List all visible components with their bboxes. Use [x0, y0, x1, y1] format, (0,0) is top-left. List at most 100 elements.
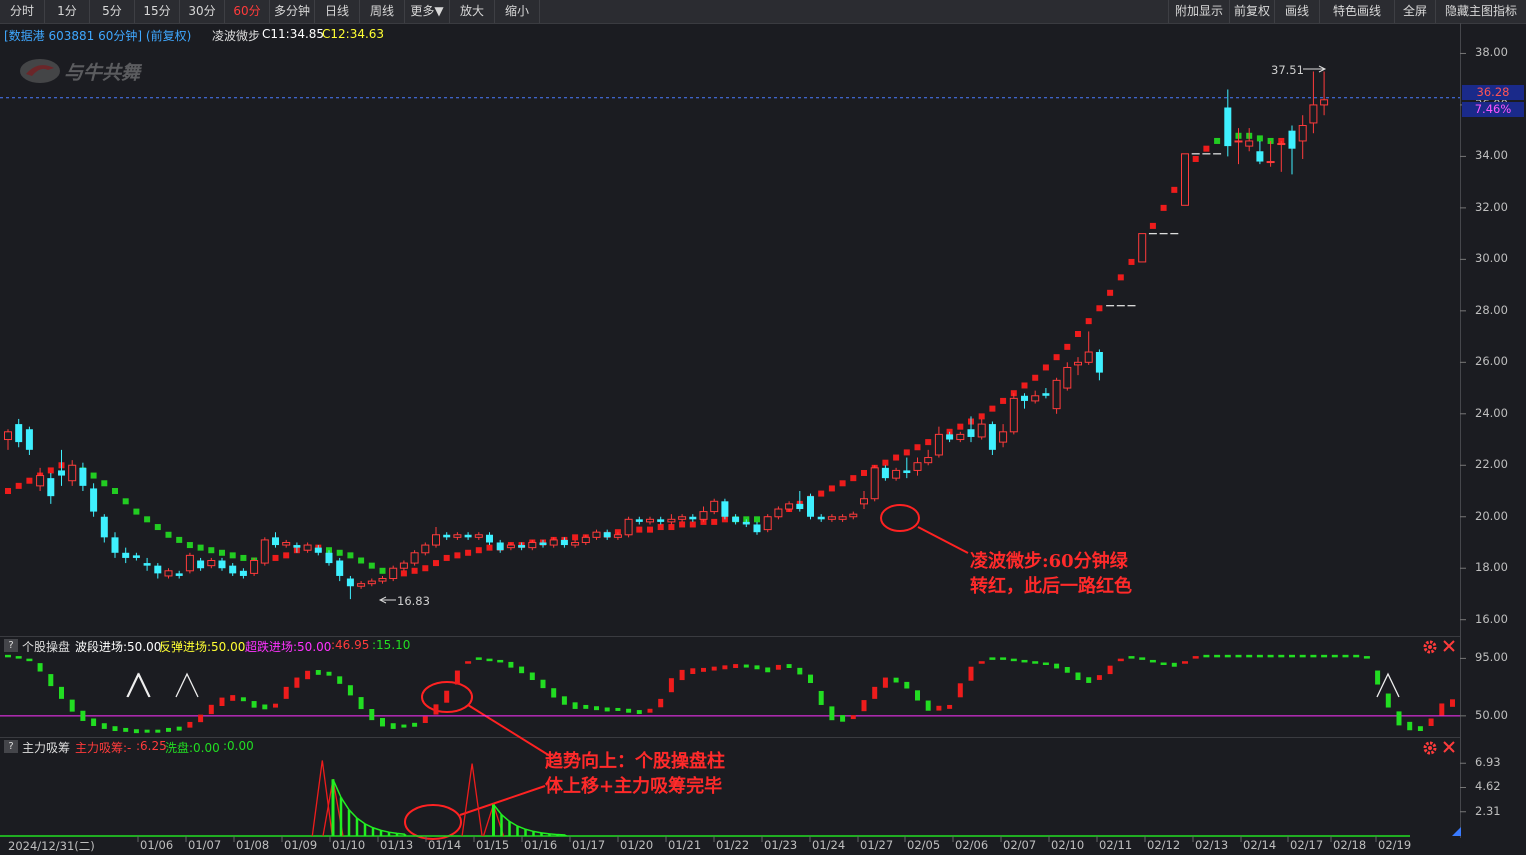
panel2-bar	[422, 716, 428, 723]
panel2-bar	[957, 683, 963, 698]
candle-body	[678, 516, 687, 520]
candle-body	[175, 573, 183, 576]
toolbar-btn-1[interactable]: 1分	[45, 0, 90, 23]
candle-body	[699, 511, 708, 520]
low-price-label: 16.83	[397, 594, 430, 608]
panel2-bar	[968, 666, 974, 681]
panel2-bar	[1214, 654, 1221, 658]
candle-body	[260, 539, 269, 564]
annotation-circle	[404, 804, 462, 840]
lbwb-dot	[1075, 331, 1081, 337]
x-tick-label: 02/10	[1051, 838, 1085, 852]
panel2-bar	[701, 667, 706, 672]
candle-body	[1277, 143, 1286, 146]
lbwb-dot	[1053, 354, 1060, 361]
triangle-signal-icon	[126, 672, 150, 698]
gear-icon[interactable]	[1422, 639, 1438, 655]
candle-body	[4, 431, 12, 441]
panel2-bar	[775, 664, 781, 670]
panel2-bar	[658, 698, 664, 708]
panel2-bar	[444, 690, 450, 703]
lbwb-dot	[400, 570, 407, 577]
candle-body	[667, 518, 676, 523]
panel2-bar	[37, 663, 43, 672]
candle-body	[250, 560, 259, 574]
panel2-bar	[519, 666, 525, 674]
x-tick-label: 01/15	[476, 838, 510, 852]
panel2-bar	[636, 710, 642, 714]
panel2-bar	[358, 697, 364, 710]
toolbar-btn-5[interactable]: 60分	[225, 0, 270, 23]
toolbar: 分时 1分 5分 15分 30分 60分 多分钟 日线 周线 更多▼ 放大 缩小 附加显示 前复权 画线特…	[0, 0, 1526, 24]
lbwb-dot	[1107, 289, 1114, 296]
candle-body	[892, 469, 901, 479]
lbwb-dot	[903, 449, 910, 456]
toolbar-btn-0[interactable]: 分时	[0, 0, 45, 23]
y-tick-label: 18.00	[1475, 560, 1508, 575]
toolbar-btn-9[interactable]: 更多▼	[405, 0, 450, 23]
candle-body	[539, 542, 547, 546]
y-tick-label: 38.00	[1475, 45, 1508, 60]
candle-body	[1138, 233, 1147, 263]
lbwb-dot	[443, 554, 450, 561]
panel2-name: 个股操盘	[22, 640, 71, 654]
panel2-bar	[1149, 659, 1156, 663]
y-tick-label: 24.00	[1475, 405, 1508, 420]
lbwb-dot	[176, 536, 183, 543]
toolbar-btn-4[interactable]: 30分	[180, 0, 225, 23]
toolbar-btn-7[interactable]: 日线	[315, 0, 360, 23]
candle-body	[1074, 361, 1082, 366]
panel2-bar	[797, 667, 803, 675]
lbwb-dot	[1000, 397, 1007, 404]
candle-body	[197, 560, 205, 569]
toolbar-btn-6[interactable]: 多分钟	[270, 0, 315, 23]
close-icon[interactable]	[1442, 639, 1456, 653]
lbwb-dot	[1032, 374, 1039, 381]
lbwb-dot	[1149, 222, 1156, 229]
panel2-bar	[978, 661, 985, 664]
candle-body	[560, 539, 568, 546]
close-icon[interactable]	[1442, 740, 1456, 754]
triangle-signal-icon	[175, 672, 199, 698]
toolbar-btn-3[interactable]: 15分	[135, 0, 180, 23]
candle-body	[325, 552, 333, 564]
panel2-bar	[486, 658, 493, 662]
lbwb-dot	[957, 423, 964, 430]
candle-body	[432, 534, 440, 546]
toolbar-btn-11[interactable]: 缩小	[495, 0, 540, 23]
toolbar-right-btn-5[interactable]: 隐藏主图指标	[1435, 0, 1526, 23]
panel3-y-label: 4.62	[1475, 779, 1501, 794]
panel2-bar	[668, 678, 674, 693]
panel2-p5: :15.10	[372, 638, 411, 652]
low-arrow-icon	[378, 596, 396, 604]
toolbar-btn-2[interactable]: 5分	[90, 0, 135, 23]
lbwb-dot	[433, 560, 439, 567]
candle-body	[571, 541, 580, 546]
panel2-bar	[1417, 726, 1423, 732]
panel2-bar	[1246, 654, 1253, 658]
toolbar-btn-8[interactable]: 周线	[360, 0, 405, 23]
candle-body	[1320, 99, 1329, 106]
panel2-bar	[465, 661, 472, 664]
panel2-bar	[1042, 662, 1049, 665]
help-icon[interactable]: ?	[4, 639, 18, 652]
panel2-bar	[583, 704, 589, 709]
panel2-bar	[80, 710, 86, 721]
candle-body	[399, 562, 408, 569]
panel2-bar	[337, 676, 343, 684]
panel2-bar	[315, 670, 321, 675]
panel2-bar	[722, 665, 728, 670]
candle-body	[903, 470, 911, 473]
panel2-bar	[1385, 693, 1391, 708]
panel2-bar	[497, 659, 504, 663]
toolbar-btn-10[interactable]: 放大	[450, 0, 495, 23]
annotation-1-line1: 凌波微步:60分钟绿	[970, 551, 1128, 572]
gear-icon[interactable]	[1422, 740, 1438, 756]
panel2-bar	[1021, 659, 1028, 663]
triangle-signal-icon	[127, 672, 151, 698]
lbwb-dot	[1214, 137, 1221, 144]
help-icon[interactable]: ?	[4, 740, 18, 753]
lbwb-dot	[828, 485, 835, 492]
logo-text: 与牛共舞	[64, 62, 141, 84]
